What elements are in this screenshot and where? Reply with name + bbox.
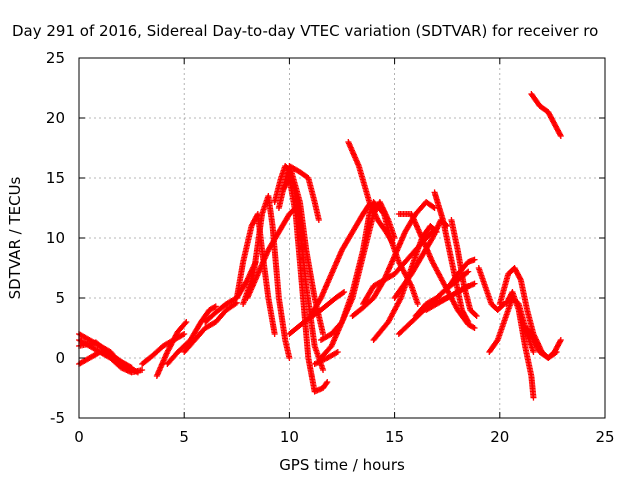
data-point (323, 380, 330, 387)
y-axis-ticks: -5 0 5 10 15 20 25 (46, 49, 605, 427)
series-arc-16 (286, 163, 322, 223)
data-point (339, 289, 346, 296)
data-point (271, 331, 278, 337)
y-tick-label: -5 (50, 409, 65, 427)
data-point (320, 367, 327, 373)
data-point (530, 394, 537, 401)
x-axis-ticks: 0 5 10 15 20 25 (74, 58, 615, 446)
y-tick-label: 20 (46, 109, 65, 127)
series-arc-7 (164, 303, 219, 367)
data-point (465, 268, 472, 275)
data-point (471, 325, 478, 331)
y-tick-label: 0 (55, 349, 65, 367)
data-point (471, 256, 478, 263)
data-point (286, 355, 293, 361)
data-point (557, 133, 564, 139)
data-point (133, 368, 140, 375)
data-point (557, 337, 564, 343)
y-tick-label: 10 (46, 229, 65, 247)
series-arc-18 (307, 201, 373, 319)
x-tick-label: 5 (179, 428, 189, 446)
series-arc-13 (271, 163, 327, 337)
series-arc-33 (448, 217, 480, 319)
series-arc-23 (349, 199, 438, 319)
series-arc-21 (345, 139, 396, 246)
y-axis-label: SDTVAR / TECUs (6, 176, 24, 299)
data-point (465, 319, 472, 325)
data-point (517, 275, 524, 282)
series-arc-38 (524, 325, 564, 361)
y-tick-label: 25 (46, 49, 65, 67)
y-tick-label: 15 (46, 169, 65, 187)
data-point (212, 303, 219, 310)
chart-title: Day 291 of 2016, Sidereal Day-to-day VTE… (12, 22, 598, 40)
data-point (315, 217, 322, 223)
data-point (530, 349, 537, 355)
x-axis-label: GPS time / hours (279, 456, 405, 474)
data-point (211, 304, 218, 311)
x-tick-label: 20 (490, 428, 509, 446)
series-arc-37 (503, 289, 537, 401)
data-point (472, 312, 479, 318)
data-point (333, 349, 340, 356)
data-point (471, 280, 478, 287)
data-point (139, 367, 146, 373)
series-arc-32 (431, 189, 472, 325)
data-point (341, 289, 348, 295)
x-tick-label: 25 (595, 428, 614, 446)
data-point (464, 317, 471, 324)
series-arc-11 (240, 193, 293, 361)
data-point (557, 338, 564, 345)
series-arc-15 (280, 175, 331, 395)
data-point (464, 269, 471, 276)
data-point (182, 320, 189, 327)
data-point (557, 131, 564, 138)
data-point (473, 313, 480, 319)
plot-area (76, 91, 564, 401)
data-point (414, 301, 421, 307)
series-arc-17 (286, 289, 348, 337)
data-point (183, 319, 190, 325)
data-point (334, 349, 341, 355)
data-point (470, 324, 477, 331)
series-arc-39 (528, 91, 564, 139)
series-arc-34 (475, 265, 508, 313)
x-tick-label: 10 (280, 428, 299, 446)
x-tick-label: 0 (74, 428, 84, 446)
data-point (179, 331, 186, 338)
data-point (430, 204, 437, 211)
data-point (324, 379, 331, 385)
y-tick-label: 5 (55, 289, 65, 307)
data-point (181, 331, 188, 337)
series-arc-6 (139, 331, 188, 367)
series-arc-22 (311, 349, 341, 367)
data-point (389, 239, 396, 246)
x-tick-label: 15 (385, 428, 404, 446)
series-arc-4 (76, 339, 141, 376)
data-point (134, 369, 141, 376)
